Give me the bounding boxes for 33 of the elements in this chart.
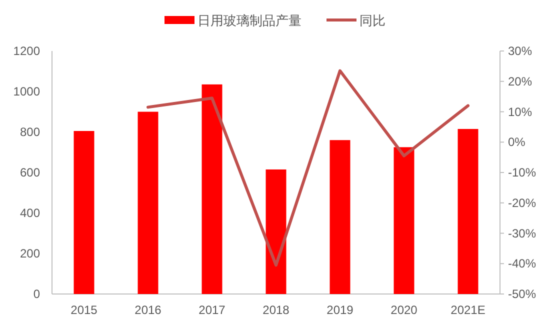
y2-tick-label: 0% [508, 135, 526, 150]
bar [330, 140, 350, 294]
y2-tick-label: 30% [508, 44, 532, 58]
y-tick-label: 0 [33, 287, 40, 301]
x-tick-label: 2021E [450, 303, 486, 317]
legend-label: 同比 [360, 13, 386, 28]
bar [202, 84, 222, 294]
y2-tick-label: -20% [508, 196, 536, 210]
y2-tick-label: -50% [508, 287, 536, 301]
x-tick-label: 2017 [198, 303, 226, 317]
y2-tick-label: -30% [508, 226, 536, 240]
y-tick-label: 1000 [13, 84, 40, 98]
x-tick-label: 2015 [70, 303, 98, 317]
y2-tick-label: 20% [508, 74, 532, 88]
y-tick-label: 200 [20, 246, 40, 260]
x-tick-label: 2018 [262, 303, 290, 317]
x-tick-label: 2019 [326, 303, 354, 317]
y2-tick-label: -10% [508, 166, 536, 180]
bar [458, 128, 478, 294]
bar [138, 112, 158, 294]
y-tick-label: 800 [20, 125, 40, 139]
y-tick-label: 600 [20, 166, 40, 180]
line-series [146, 69, 470, 267]
x-tick-label: 2020 [390, 303, 418, 317]
y2-tick-label: 10% [508, 104, 532, 119]
bar [266, 169, 286, 294]
bar [74, 130, 94, 294]
y2-tick-label: -40% [508, 256, 536, 271]
bar [394, 147, 414, 294]
y-tick-label: 1200 [13, 44, 40, 58]
y-tick-label: 400 [20, 206, 40, 220]
legend-label: 日用玻璃制品产量 [198, 13, 302, 28]
x-tick-label: 2016 [134, 303, 162, 317]
